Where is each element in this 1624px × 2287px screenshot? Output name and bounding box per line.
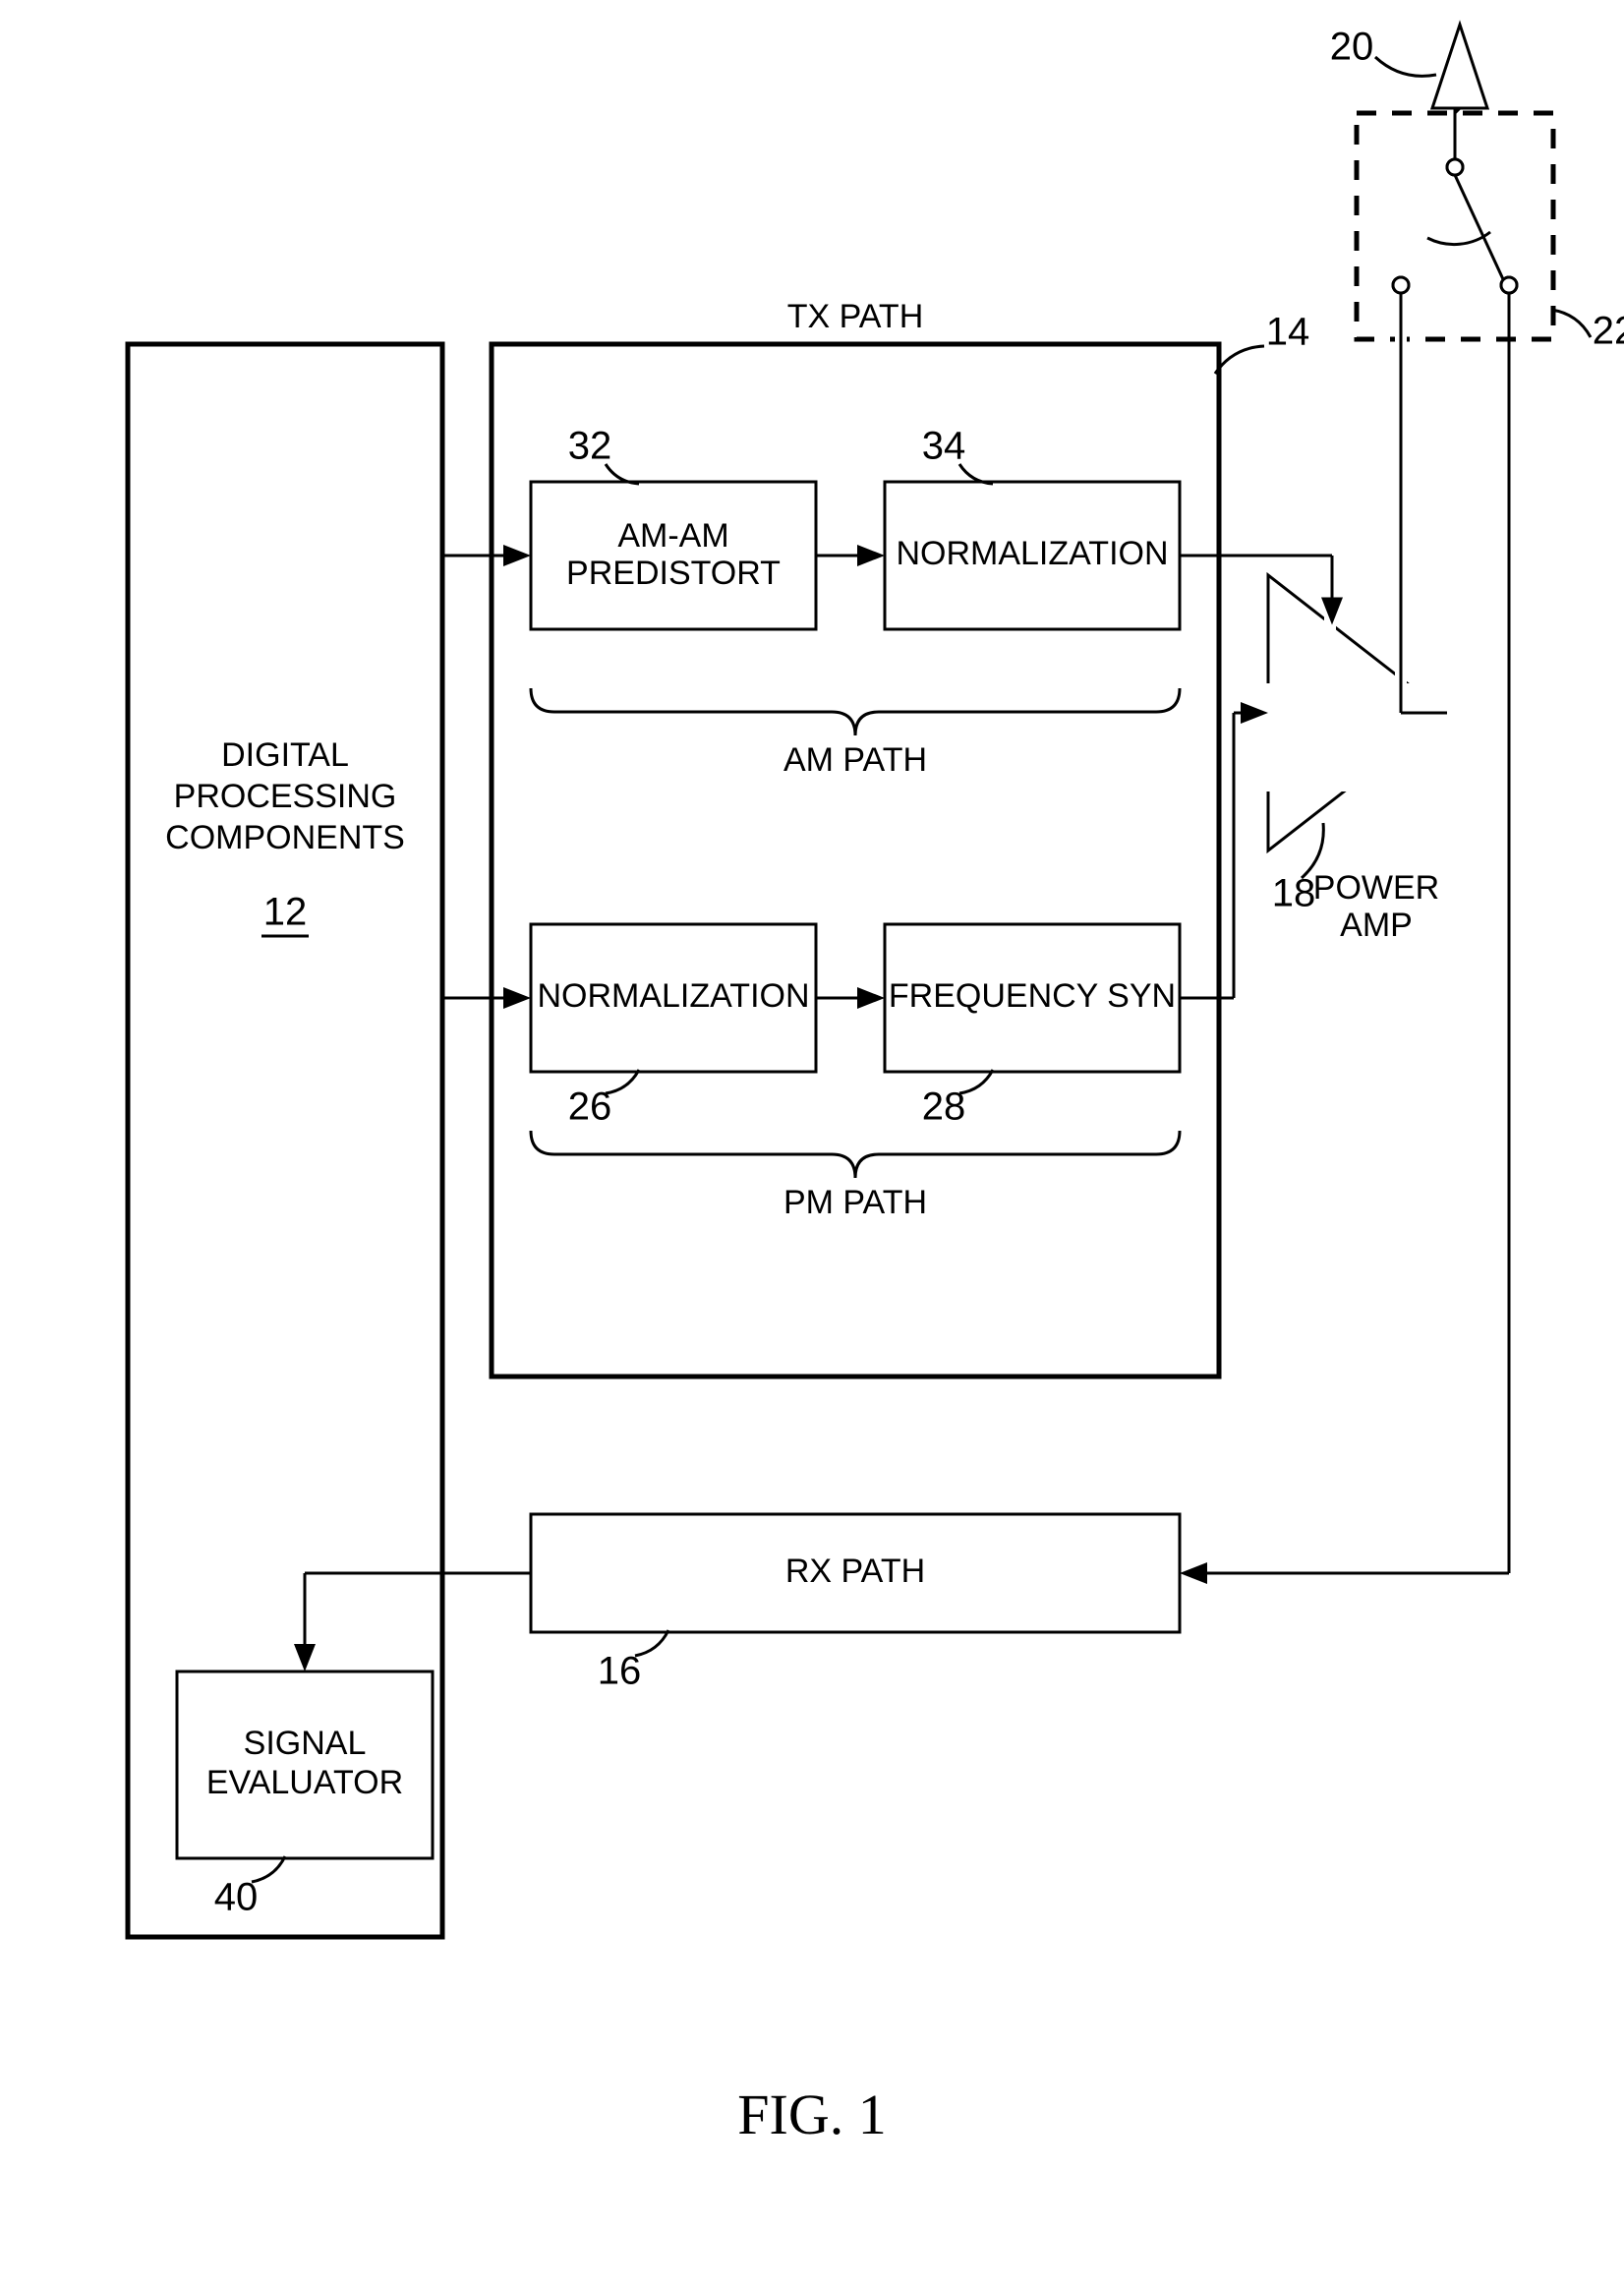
dpc-label-2: PROCESSING	[174, 778, 397, 815]
svg-text:18: 18	[1272, 872, 1316, 915]
svg-text:PREDISTORT: PREDISTORT	[566, 555, 781, 592]
ref-40: 40	[214, 1876, 259, 1919]
dpc-ref: 12	[263, 891, 308, 934]
ref-34: 34	[922, 425, 966, 468]
svg-text:AM-AM: AM-AM	[617, 517, 728, 555]
svg-text:EVALUATOR: EVALUATOR	[206, 1764, 403, 1801]
svg-text:RX PATH: RX PATH	[785, 1553, 925, 1590]
ref-20: 20	[1330, 26, 1374, 69]
svg-text:FREQUENCY SYN: FREQUENCY SYN	[889, 977, 1176, 1015]
antenna-icon	[1432, 25, 1487, 108]
svg-text:SIGNAL: SIGNAL	[244, 1725, 367, 1762]
svg-text:AM PATH: AM PATH	[783, 741, 927, 779]
ref-16: 16	[598, 1650, 642, 1693]
svg-text:PM PATH: PM PATH	[783, 1184, 927, 1221]
svg-text:POWER: POWER	[1313, 869, 1439, 907]
svg-text:NORMALIZATION: NORMALIZATION	[537, 977, 809, 1015]
ref-32: 32	[568, 425, 612, 468]
figure-caption: FIG. 1	[737, 2082, 886, 2146]
svg-text:AMP: AMP	[1340, 907, 1413, 944]
tx-ref: 14	[1266, 311, 1310, 354]
dpc-label-1: DIGITAL	[221, 736, 349, 774]
svg-text:NORMALIZATION: NORMALIZATION	[896, 535, 1168, 572]
ref-26: 26	[568, 1085, 612, 1129]
ref-28: 28	[922, 1085, 966, 1129]
ref-22: 22	[1593, 310, 1624, 353]
tx-path-label: TX PATH	[787, 298, 924, 335]
dpc-label-3: COMPONENTS	[165, 819, 405, 856]
